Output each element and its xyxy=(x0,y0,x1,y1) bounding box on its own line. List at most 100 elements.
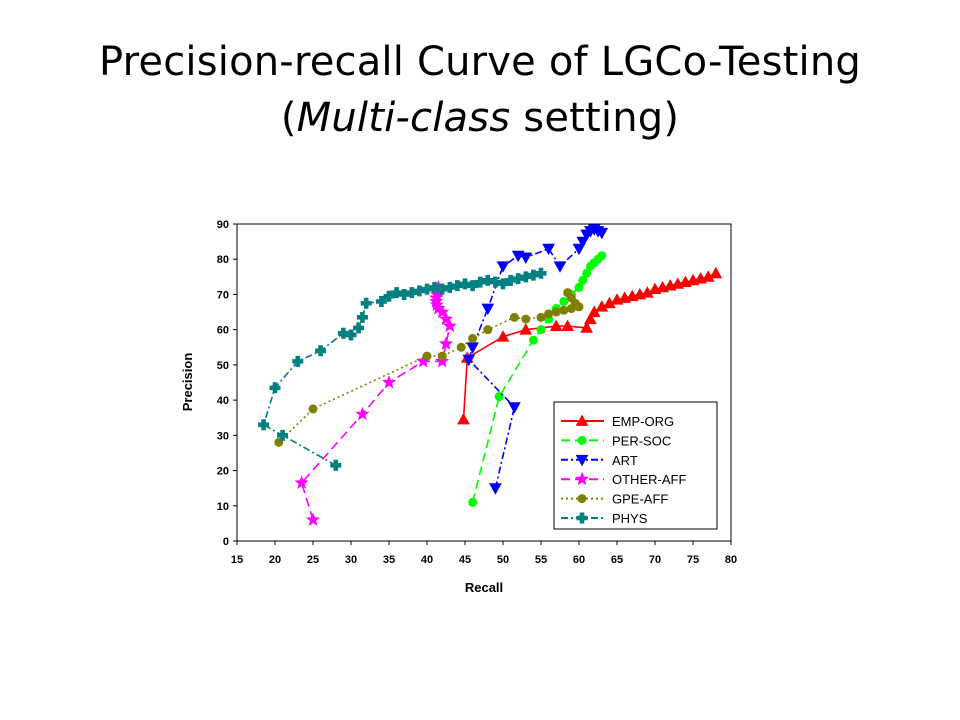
data-point-phys xyxy=(398,288,410,300)
data-point-per-soc xyxy=(494,392,504,402)
ticks-layer: 15 20 25 30 35 40 45 50 55 60 65 70 75 80 0 10 20 30 40 50 6… xyxy=(217,219,737,566)
y-tick-label: 70 xyxy=(217,289,229,301)
legend-marker-art xyxy=(575,454,589,467)
data-point-phys xyxy=(406,287,418,299)
data-point-phys xyxy=(277,429,289,441)
data-point-art xyxy=(462,354,476,367)
series-other-aff xyxy=(294,280,457,526)
data-point-other-aff xyxy=(438,336,454,350)
data-point-per-soc xyxy=(468,497,478,507)
legend-label-art: ART xyxy=(612,453,638,468)
title-line-1: Precision-recall Curve of LGCo-Testing xyxy=(99,39,861,85)
data-point-other-aff xyxy=(442,318,457,333)
x-tick-label: 35 xyxy=(383,554,395,566)
y-tick-label: 20 xyxy=(217,466,229,478)
legend-marker-gpe-aff xyxy=(577,494,587,504)
data-point-gpe-aff xyxy=(483,325,493,335)
x-tick-label: 30 xyxy=(345,554,357,566)
data-point-other-aff xyxy=(438,311,454,326)
data-point-phys xyxy=(391,287,403,299)
data-point-emp-org xyxy=(496,330,510,342)
y-axis-title: Precision xyxy=(180,353,195,412)
data-point-gpe-aff xyxy=(544,309,554,319)
title-rest: setting) xyxy=(510,95,680,141)
y-tick-label: 10 xyxy=(217,501,229,513)
x-axis-title: Recall xyxy=(465,580,503,595)
x-tick-label: 65 xyxy=(611,554,623,566)
y-tick-label: 80 xyxy=(217,254,229,266)
title-italic-part: Multi-class xyxy=(296,95,511,141)
data-point-phys xyxy=(527,269,539,281)
legend-label-phys: PHYS xyxy=(612,511,648,526)
y-tick-label: 40 xyxy=(217,395,229,407)
data-point-gpe-aff xyxy=(536,312,546,322)
data-point-phys xyxy=(375,295,387,307)
data-point-per-soc xyxy=(536,325,546,335)
data-point-gpe-aff xyxy=(551,307,561,317)
legend-marker-phys xyxy=(576,512,588,524)
data-point-per-soc xyxy=(559,296,569,306)
data-point-phys xyxy=(444,281,456,293)
legend-marker-other-aff xyxy=(574,471,590,486)
data-point-emp-org xyxy=(580,321,593,333)
x-tick-label: 25 xyxy=(307,554,319,566)
data-point-art xyxy=(519,252,533,264)
data-point-phys xyxy=(383,290,395,302)
data-point-phys xyxy=(337,327,349,339)
y-tick-label: 60 xyxy=(217,325,229,337)
legend: EMP-ORG PER-SOC ART OTHER-AFF GPE-AFF PHYS xyxy=(553,401,718,530)
title-line-2: (Multi-class setting) xyxy=(0,90,960,146)
data-point-emp-org xyxy=(709,266,723,279)
data-point-phys xyxy=(512,273,524,285)
data-point-phys xyxy=(345,329,357,341)
data-point-art xyxy=(489,483,502,495)
data-point-phys xyxy=(330,459,342,471)
data-point-gpe-aff xyxy=(563,288,573,298)
data-point-other-aff xyxy=(435,354,450,368)
x-tick-label: 55 xyxy=(535,554,547,566)
data-point-art xyxy=(542,243,555,256)
data-point-art xyxy=(481,303,495,316)
data-point-other-aff xyxy=(294,475,309,489)
y-tick-label: 50 xyxy=(217,360,229,372)
data-point-per-soc xyxy=(574,282,584,292)
data-point-phys xyxy=(535,267,547,279)
series-phys xyxy=(258,267,547,471)
data-point-emp-org xyxy=(584,312,597,324)
data-point-phys xyxy=(505,274,517,286)
data-point-phys xyxy=(429,281,441,293)
legend-marker-emp-org xyxy=(575,414,589,426)
series-emp-org xyxy=(457,266,723,425)
slide-title: Precision-recall Curve of LGCo-Testing (… xyxy=(0,34,960,146)
y-tick-label: 0 xyxy=(223,536,229,548)
x-tick-label: 20 xyxy=(269,554,281,566)
data-point-other-aff xyxy=(355,406,370,421)
data-point-phys xyxy=(421,283,433,295)
y-tick-label: 90 xyxy=(217,219,229,231)
data-point-phys xyxy=(436,283,448,295)
series-gpe-aff xyxy=(274,288,584,447)
data-point-phys xyxy=(292,355,304,367)
data-point-phys xyxy=(258,419,270,431)
data-point-phys xyxy=(497,278,509,290)
x-tick-label: 45 xyxy=(459,554,471,566)
data-point-per-soc xyxy=(597,251,607,261)
data-point-emp-org xyxy=(457,412,470,425)
data-point-phys xyxy=(489,276,501,288)
data-point-phys xyxy=(520,271,532,283)
data-point-per-soc xyxy=(578,275,588,285)
data-point-gpe-aff xyxy=(422,351,432,361)
legend-label-other-aff: OTHER-AFF xyxy=(612,472,686,487)
data-point-phys xyxy=(474,276,486,288)
data-point-gpe-aff xyxy=(437,351,447,361)
data-point-phys xyxy=(459,278,471,290)
legend-marker-per-soc xyxy=(577,435,587,445)
data-point-art xyxy=(576,236,590,249)
data-point-gpe-aff xyxy=(509,312,519,322)
data-point-phys xyxy=(482,274,494,286)
data-point-phys xyxy=(360,297,372,309)
data-point-gpe-aff xyxy=(468,333,478,343)
data-point-emp-org xyxy=(519,323,533,335)
x-tick-label: 70 xyxy=(649,554,661,566)
